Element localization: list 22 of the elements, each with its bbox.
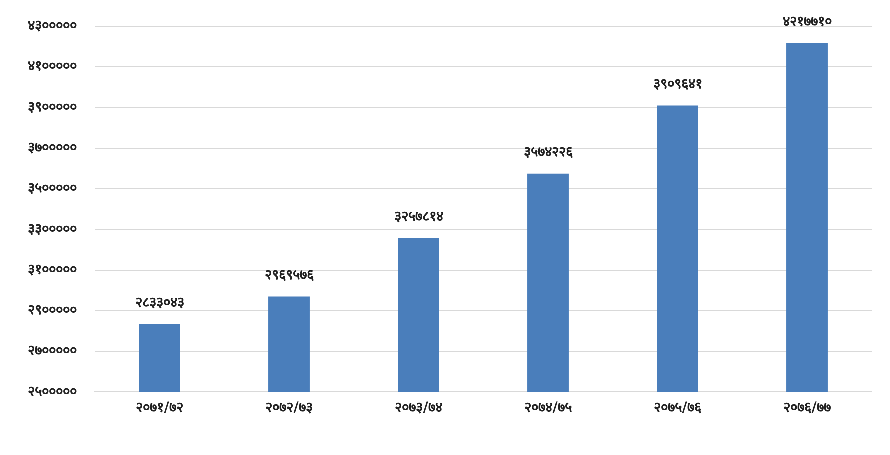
data-label: २८३३०४३ xyxy=(135,295,184,312)
y-tick-label: २९००००० xyxy=(28,302,77,319)
x-tick-label: २०७६/७७ xyxy=(784,400,831,416)
y-tick-label: ३५००००० xyxy=(28,180,77,197)
data-label: ३९०९६४१ xyxy=(653,76,702,92)
data-label: ३२५७८१४ xyxy=(394,208,444,225)
x-tick-label: २०७२/७३ xyxy=(266,400,313,416)
data-label: ३५७४२२६ xyxy=(524,144,574,161)
data-label: २९६९५७६ xyxy=(264,267,315,284)
y-tick-label: ४१००००० xyxy=(28,58,77,75)
x-tick-label: २०७१/७२ xyxy=(136,400,184,416)
data-label: ४२१७७१० xyxy=(782,14,832,30)
y-tick-label: ४३००००० xyxy=(28,18,77,34)
y-tick-label: ३३००००० xyxy=(28,221,77,238)
y-tick-label: ३९००००० xyxy=(28,99,77,116)
x-tick-label: २०७५/७६ xyxy=(654,400,702,416)
x-tick-label: २०७४/७५ xyxy=(524,400,572,416)
x-tick-label: २०७३/७४ xyxy=(395,400,442,416)
y-tick-label: ३१००००० xyxy=(28,262,77,278)
y-tick-label: २५००००० xyxy=(28,384,77,400)
y-tick-label: २७००००० xyxy=(28,343,77,360)
y-tick-label: ३७००००० xyxy=(28,140,77,156)
